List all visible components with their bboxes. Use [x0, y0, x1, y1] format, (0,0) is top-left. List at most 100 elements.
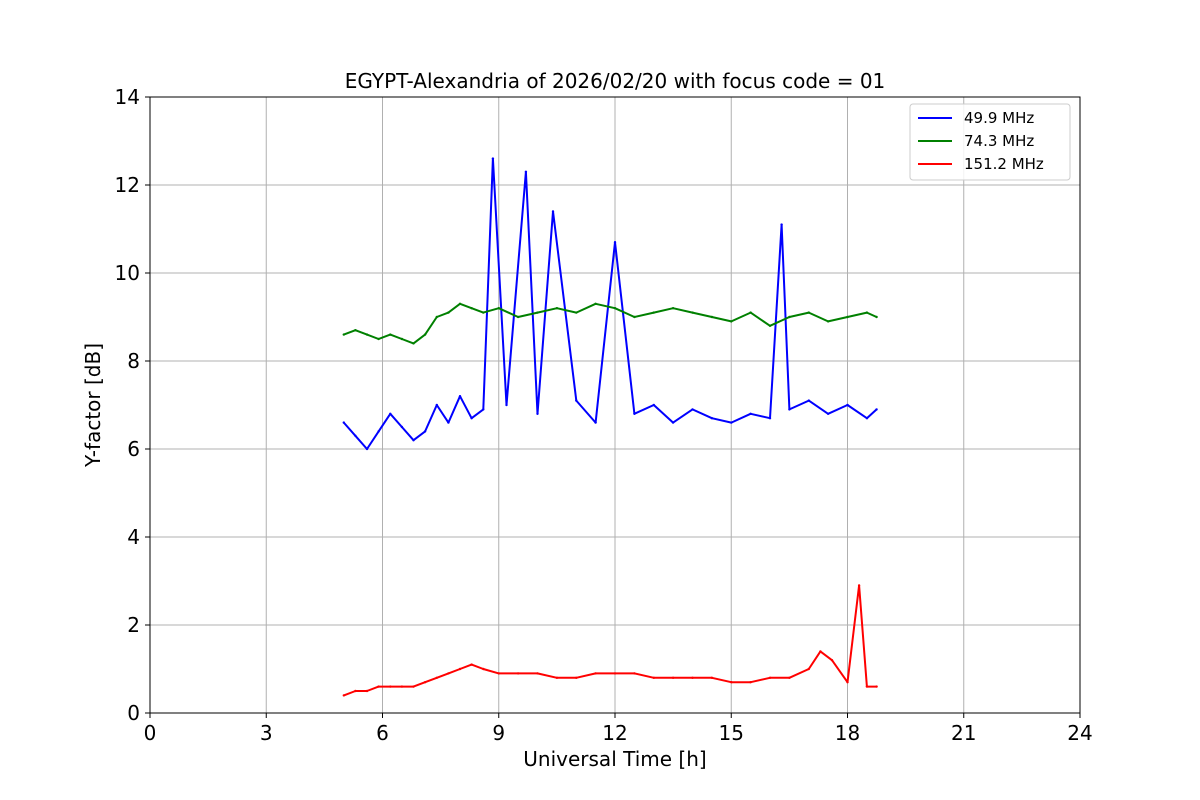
y-tick-label: 6 — [127, 437, 140, 461]
data-point — [575, 399, 578, 402]
data-point — [633, 672, 636, 675]
data-point — [830, 659, 834, 662]
data-point — [354, 434, 357, 437]
data-point — [516, 315, 520, 319]
series-layer — [342, 157, 878, 697]
data-point — [865, 685, 869, 688]
legend-label: 74.3 MHz — [964, 132, 1034, 150]
legend-label: 151.2 MHz — [964, 155, 1044, 173]
data-point — [749, 681, 752, 684]
data-point — [788, 408, 791, 411]
data-point — [447, 672, 450, 675]
x-tick-label: 15 — [719, 721, 744, 745]
chart-title: EGYPT-Alexandria of 2026/02/20 with focu… — [345, 69, 886, 93]
data-point — [857, 584, 861, 587]
data-point — [807, 311, 810, 314]
x-axis-label: Universal Time [h] — [523, 747, 706, 771]
data-point — [652, 311, 655, 314]
data-point — [633, 412, 636, 415]
y-tick-label: 12 — [115, 173, 140, 197]
data-point — [575, 311, 578, 314]
data-point — [423, 430, 427, 433]
y-tick-label: 8 — [127, 349, 140, 373]
data-point — [389, 412, 392, 415]
data-point — [412, 342, 415, 345]
data-point — [691, 311, 694, 314]
series-line-1 — [343, 157, 878, 450]
data-point — [671, 676, 675, 679]
data-point — [807, 667, 810, 671]
data-point — [710, 676, 714, 679]
data-point — [807, 399, 810, 402]
data-point — [555, 307, 559, 310]
data-point — [633, 315, 636, 319]
data-point — [865, 417, 869, 420]
data-point — [594, 302, 597, 305]
data-point — [594, 421, 597, 424]
data-point — [365, 689, 369, 693]
legend-box — [909, 103, 1071, 181]
data-point — [423, 333, 427, 336]
data-point — [749, 311, 752, 314]
data-point — [470, 417, 473, 420]
data-point — [377, 430, 380, 433]
data-point — [768, 324, 772, 327]
y-tick-label: 0 — [127, 701, 140, 725]
data-point — [377, 337, 380, 341]
data-point — [435, 315, 438, 319]
data-point — [447, 421, 450, 424]
data-point — [342, 333, 345, 336]
y-tick-label: 10 — [115, 261, 140, 285]
data-point — [780, 223, 783, 226]
data-point — [354, 689, 357, 693]
data-point — [505, 403, 508, 407]
y-tick-label: 14 — [115, 85, 140, 109]
data-point — [536, 672, 539, 675]
data-point — [594, 672, 597, 675]
data-point — [354, 329, 357, 332]
data-point — [400, 685, 404, 688]
data-point — [788, 315, 791, 319]
x-tick-label: 0 — [144, 721, 157, 745]
data-point — [826, 412, 830, 415]
data-point — [613, 241, 617, 244]
x-tick-label: 12 — [602, 721, 627, 745]
data-point — [458, 395, 462, 398]
x-tick-label: 24 — [1067, 721, 1092, 745]
data-point — [497, 672, 500, 675]
data-point — [365, 447, 369, 451]
data-point — [788, 676, 791, 679]
data-point — [671, 421, 675, 424]
data-point — [400, 337, 404, 341]
data-point — [730, 320, 733, 323]
data-point — [447, 311, 450, 314]
data-point — [342, 421, 345, 424]
data-point — [482, 667, 485, 671]
data-point — [710, 315, 714, 319]
data-point — [551, 210, 555, 213]
y-tick-label: 2 — [127, 613, 140, 637]
x-tick-label: 18 — [835, 721, 860, 745]
data-point — [555, 676, 559, 679]
data-point — [575, 676, 578, 679]
data-point — [846, 681, 849, 684]
data-point — [652, 676, 655, 679]
data-point — [613, 672, 617, 675]
data-point — [671, 307, 675, 310]
data-point — [377, 685, 380, 688]
series-line-3 — [343, 584, 877, 697]
data-point — [846, 315, 849, 319]
data-point — [389, 333, 392, 336]
data-point — [819, 650, 822, 653]
legend: 49.9 MHz 74.3 MHz 151.2 MHz — [909, 103, 1071, 181]
data-point — [458, 667, 462, 671]
data-point — [730, 681, 733, 684]
data-point — [691, 676, 694, 679]
data-point — [482, 311, 485, 314]
legend-label: 49.9 MHz — [964, 109, 1034, 127]
data-point — [435, 403, 438, 407]
data-point — [524, 170, 528, 173]
data-point — [710, 417, 714, 420]
x-tick-label: 21 — [951, 721, 976, 745]
